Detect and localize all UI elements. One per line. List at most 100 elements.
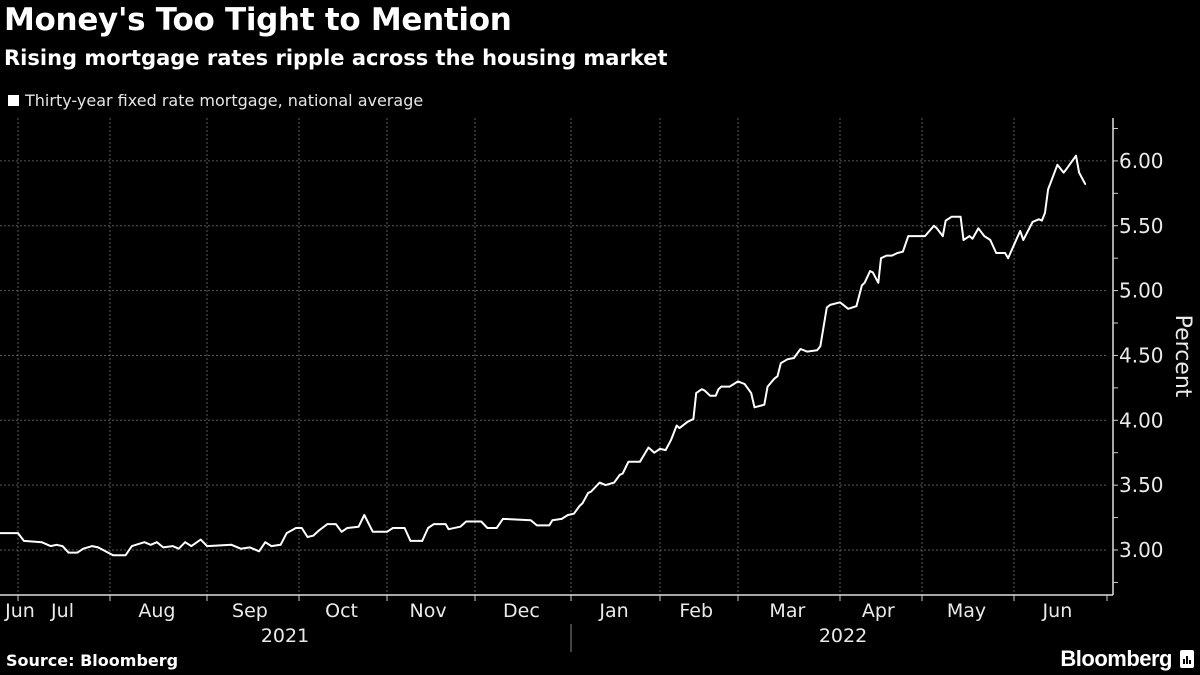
data-point <box>372 531 374 533</box>
data-point <box>363 514 366 516</box>
data-point <box>279 544 282 546</box>
data-point <box>971 237 974 240</box>
data-point <box>717 388 720 391</box>
data-point <box>793 357 795 359</box>
data-point <box>944 219 947 222</box>
data-point <box>392 527 394 529</box>
y-axis-label: Percent <box>1170 315 1195 398</box>
bloomberg-logo: Bloomberg <box>1060 646 1194 672</box>
data-point <box>977 227 980 230</box>
data-point <box>869 270 871 272</box>
data-point <box>639 461 641 463</box>
data-point <box>346 527 349 529</box>
data-point <box>653 451 656 454</box>
data-point <box>737 380 739 383</box>
data-point <box>301 527 303 529</box>
data-point <box>1041 219 1043 222</box>
data-point <box>659 448 661 450</box>
data-point <box>23 540 25 542</box>
data-point <box>627 461 630 463</box>
data-point <box>61 545 64 547</box>
x-tick-label: Mar <box>769 600 805 622</box>
data-point <box>703 389 706 392</box>
data-point <box>896 252 899 254</box>
data-point <box>891 254 893 257</box>
chart-title: Money's Too Tight to Mention <box>4 2 512 38</box>
data-point <box>950 215 953 218</box>
data-point <box>678 427 681 429</box>
x-tick-label: Feb <box>679 600 713 622</box>
data-point <box>918 235 921 237</box>
data-point <box>780 362 782 365</box>
data-point <box>1078 171 1080 174</box>
x-tick-label: Nov <box>410 600 447 622</box>
data-point <box>647 446 650 449</box>
data-point <box>97 546 99 549</box>
data-point <box>1047 188 1049 191</box>
data-point <box>567 514 569 516</box>
y-tick-label: 4.50 <box>1119 343 1164 367</box>
data-point <box>983 235 986 237</box>
legend-label: Thirty-year fixed rate mortgage, nationa… <box>25 91 424 110</box>
year-label: 2021 <box>261 625 309 647</box>
data-point <box>880 257 882 260</box>
data-point <box>861 284 863 287</box>
data-point <box>1084 183 1087 185</box>
data-point <box>695 392 697 394</box>
data-point <box>40 541 43 543</box>
data-point <box>17 532 19 534</box>
data-point <box>529 519 532 521</box>
data-point <box>806 350 808 353</box>
data-point <box>995 252 997 254</box>
data-point <box>55 544 58 546</box>
data-point <box>709 394 711 397</box>
data-point <box>156 541 158 543</box>
x-tick-label: Jul <box>50 600 74 622</box>
source-note: Source: Bloomberg <box>6 651 179 670</box>
data-point <box>1022 239 1025 241</box>
data-point <box>786 358 789 361</box>
data-point <box>902 250 904 253</box>
data-point <box>924 235 926 237</box>
data-point <box>112 554 114 556</box>
data-point <box>942 235 944 237</box>
data-point <box>773 378 775 380</box>
data-point <box>536 524 538 527</box>
data-point <box>819 345 822 348</box>
data-point <box>936 227 938 230</box>
x-tick-label: Dec <box>503 600 540 622</box>
data-point <box>714 394 717 397</box>
data-point <box>766 385 769 388</box>
data-point <box>178 547 180 550</box>
data-point <box>427 527 429 529</box>
data-point <box>249 546 251 549</box>
data-point <box>131 545 133 547</box>
data-point <box>230 544 233 546</box>
x-tick-label: Apr <box>862 600 895 622</box>
data-point <box>1062 171 1065 174</box>
data-point <box>816 349 818 352</box>
y-tick-label: 5.00 <box>1119 279 1164 303</box>
data-point <box>1065 167 1068 170</box>
data-point <box>604 484 607 486</box>
data-point <box>959 215 962 218</box>
data-point <box>701 388 703 391</box>
y-tick-label: 3.00 <box>1119 538 1164 562</box>
data-point <box>743 383 746 385</box>
data-point <box>459 525 462 528</box>
data-point <box>264 541 267 543</box>
data-point <box>1019 230 1021 232</box>
data-point <box>826 306 828 309</box>
legend-swatch <box>8 95 19 106</box>
data-point <box>1004 252 1006 254</box>
data-point <box>933 225 935 227</box>
data-point <box>447 528 450 530</box>
data-point <box>206 545 208 547</box>
data-point <box>968 235 971 237</box>
data-point <box>1044 212 1046 214</box>
data-point <box>847 308 849 310</box>
data-point <box>664 449 667 451</box>
logo-text: Bloomberg <box>1060 646 1172 671</box>
data-point <box>162 546 164 549</box>
data-point <box>877 282 880 284</box>
